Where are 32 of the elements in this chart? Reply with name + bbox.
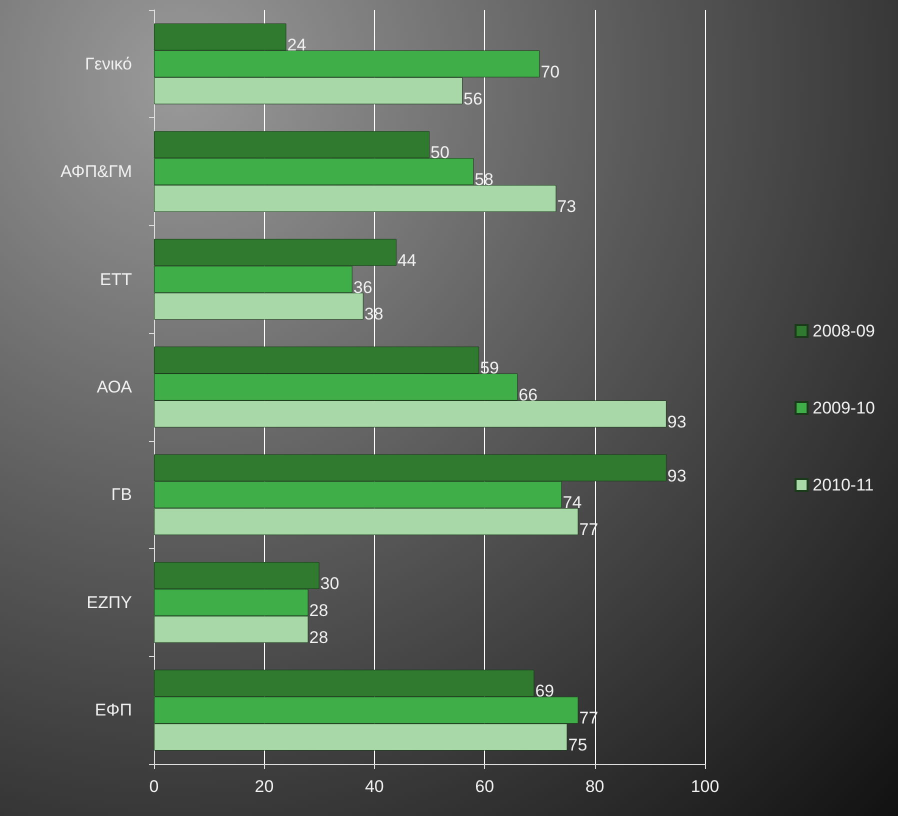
data-label: 36 xyxy=(353,278,372,297)
x-tick-label: 40 xyxy=(364,777,384,796)
data-label: 75 xyxy=(568,736,588,755)
x-tick-label: 20 xyxy=(254,777,274,796)
data-label: 44 xyxy=(397,250,416,270)
legend-label: 2010-11 xyxy=(812,476,874,494)
y-tick-label: ΓΒ xyxy=(111,485,132,504)
data-label: 69 xyxy=(535,682,554,701)
data-label: 93 xyxy=(667,412,686,432)
legend-label: 2008-09 xyxy=(812,322,875,340)
data-label: 50 xyxy=(430,143,450,162)
y-tick-label: ΕΦΠ xyxy=(94,700,132,720)
data-label: 74 xyxy=(562,493,582,512)
y-tick-label: ΑΦΠ&ΓΜ xyxy=(60,162,132,182)
y-tick-label: ΕΤΤ xyxy=(100,270,132,289)
data-label: 30 xyxy=(320,574,340,593)
x-tick-label: 80 xyxy=(585,777,604,796)
x-tick-label: 60 xyxy=(475,777,494,796)
data-label: 66 xyxy=(518,386,538,404)
y-tick-label: ΕΖΠΥ xyxy=(86,592,132,612)
x-tick-label: 0 xyxy=(149,777,159,796)
data-label: 28 xyxy=(309,628,328,647)
y-tick-label: Γενικό xyxy=(85,54,132,74)
x-tick-label: 100 xyxy=(690,777,720,796)
data-label: 70 xyxy=(540,62,560,82)
data-label: 93 xyxy=(667,466,686,486)
data-label: 56 xyxy=(464,89,482,108)
legend-label: 2009-10 xyxy=(812,398,875,418)
y-tick-label: ΑΟΑ xyxy=(96,378,133,396)
data-label: 28 xyxy=(309,600,328,620)
data-label: 24 xyxy=(287,35,306,54)
data-label: 73 xyxy=(557,197,576,216)
